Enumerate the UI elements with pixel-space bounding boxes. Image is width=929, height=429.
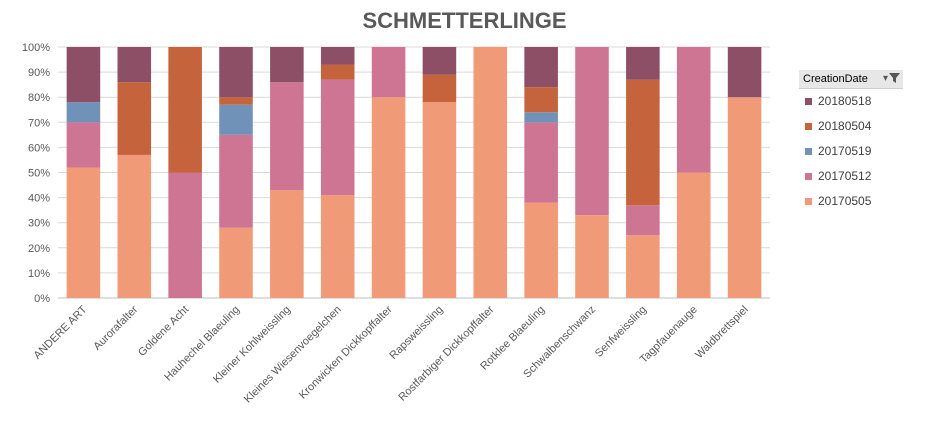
legend-swatch [805, 148, 812, 155]
bar-segment[interactable] [66, 167, 101, 298]
bar-segment[interactable] [524, 87, 558, 113]
legend-label: 20180518 [818, 94, 872, 108]
x-tick-label: Aurorafalter [91, 303, 140, 352]
bar-segment[interactable] [524, 47, 558, 88]
bars [66, 47, 762, 299]
y-tick-label: 70% [28, 117, 50, 129]
bar-segment[interactable] [626, 205, 660, 236]
legend-filter-header[interactable]: CreationDate ▾ [799, 70, 903, 89]
bar-segment[interactable] [219, 227, 253, 298]
bar-segment[interactable] [168, 47, 202, 173]
bar-segment[interactable] [66, 102, 101, 123]
bar-segment[interactable] [524, 122, 558, 203]
y-tick-label: 90% [28, 67, 50, 79]
bar-segment[interactable] [270, 47, 304, 83]
y-tick-label: 40% [28, 193, 50, 205]
bar-segment[interactable] [727, 47, 762, 98]
y-tick-label: 0% [34, 293, 50, 305]
x-tick-label: ANDERE ART [32, 303, 90, 361]
bar-segment[interactable] [117, 82, 152, 155]
legend-item[interactable]: 20170519 [799, 139, 903, 164]
legend-label: 20180504 [818, 119, 872, 133]
bar-segment[interactable] [371, 97, 406, 298]
bar-segment[interactable] [626, 235, 660, 298]
bar-segment[interactable] [219, 134, 253, 228]
bar-segment[interactable] [422, 74, 457, 103]
legend-swatch [805, 123, 812, 130]
y-tick-label: 60% [28, 142, 50, 154]
bar-segment[interactable] [270, 190, 304, 298]
y-tick-label: 10% [28, 268, 50, 280]
y-tick-label: 50% [28, 168, 50, 180]
y-tick-label: 20% [28, 243, 50, 255]
legend-item[interactable]: 20180518 [799, 89, 903, 114]
bar-segment[interactable] [320, 79, 355, 196]
bar-segment[interactable] [676, 47, 711, 173]
bar-segment[interactable] [626, 47, 660, 80]
bar-segment[interactable] [371, 47, 406, 98]
legend-swatch [805, 173, 812, 180]
x-tick-label: Kronwicken Dickkopffalter [297, 303, 395, 401]
y-tick-label: 80% [28, 92, 50, 104]
bar-segment[interactable] [219, 104, 253, 135]
bar-segment[interactable] [422, 102, 457, 298]
bar-segment[interactable] [66, 122, 101, 168]
bar-segment[interactable] [524, 202, 558, 298]
legend-label: 20170505 [818, 194, 872, 208]
bar-segment[interactable] [66, 47, 101, 103]
x-tick-label: Rapsweissling [387, 304, 445, 362]
bar-segment[interactable] [320, 47, 355, 65]
bar-segment[interactable] [117, 47, 152, 83]
legend-item[interactable]: 20170512 [799, 164, 903, 189]
legend-label: 20170512 [818, 169, 872, 183]
x-tick-label: Kleines Wiesenvoegelchen [242, 304, 344, 406]
bar-segment[interactable] [575, 215, 609, 298]
bar-segment[interactable] [422, 47, 457, 75]
gridlines [58, 46, 770, 299]
bar-segment[interactable] [168, 172, 202, 299]
bar-segment[interactable] [524, 112, 558, 123]
bar-segment[interactable] [473, 47, 508, 298]
bar-segment[interactable] [626, 79, 660, 206]
legend-item[interactable]: 20180504 [799, 114, 903, 139]
x-tick-label: Goldene Acht [136, 304, 191, 359]
legend-item[interactable]: 20170505 [799, 189, 903, 214]
bar-segment[interactable] [219, 47, 253, 98]
legend-swatch [805, 198, 812, 205]
bar-segment[interactable] [575, 47, 609, 216]
bar-segment[interactable] [117, 154, 152, 298]
bar-segment[interactable] [270, 82, 304, 191]
filter-dropdown-icon[interactable]: ▾ [883, 70, 900, 88]
x-tick-label: Rostfarbiger Dickkopffalter [396, 303, 496, 403]
bar-segment[interactable] [727, 97, 762, 298]
legend-title: CreationDate [803, 73, 868, 85]
bar-segment[interactable] [320, 64, 355, 80]
legend: CreationDate ▾ 20180518 20180504 20170519 2… [799, 70, 903, 214]
y-tick-label: 30% [28, 218, 50, 230]
bar-segment[interactable] [219, 97, 253, 105]
legend-label: 20170519 [818, 144, 872, 158]
bar-segment[interactable] [320, 195, 355, 298]
bar-segment[interactable] [676, 172, 711, 299]
y-tick-label: 100% [22, 42, 50, 54]
x-tick-label: Senfweissling [593, 304, 649, 360]
legend-swatch [805, 98, 812, 105]
x-tick-label: Waldbrettspiel [693, 304, 750, 361]
y-axis: 0% 10% 20% 30% 40% 50% 60% 70% 80% 90% 100% [22, 42, 50, 305]
chart-title: SCHMETTERLINGE [362, 8, 567, 33]
